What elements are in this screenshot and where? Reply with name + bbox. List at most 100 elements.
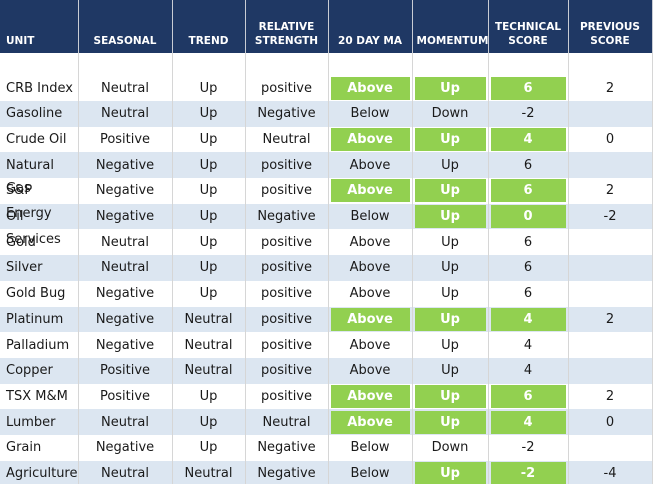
cell-text: Up — [414, 77, 486, 100]
cell-text: Up — [414, 205, 486, 229]
value-cell: 2 — [568, 383, 653, 410]
value-cell: positive — [245, 255, 329, 281]
cell-text: Gasoline — [6, 106, 63, 122]
cell-text: positive — [261, 286, 312, 302]
value-cell: positive — [245, 53, 329, 101]
cell-text: Above — [330, 384, 410, 408]
value-cell: Up — [412, 53, 489, 101]
value-cell: 4 — [488, 332, 569, 358]
cell-text: Up — [414, 384, 486, 408]
value-cell: Up — [412, 126, 489, 153]
unit-cell: Gold Bug — [0, 280, 79, 307]
cell-text: S&P Energy — [6, 183, 52, 222]
cell-text: Above — [349, 363, 391, 379]
value-cell: Above — [328, 126, 413, 153]
value-cell: Neutral — [78, 460, 173, 484]
cell-text: Up — [199, 209, 218, 225]
value-cell: 4 — [488, 409, 569, 435]
cell-text: 4 — [523, 337, 533, 353]
value-cell: positive — [245, 178, 329, 204]
cell-text: Up — [199, 106, 218, 122]
value-cell: 2 — [568, 306, 653, 333]
cell-text: Positive — [99, 363, 151, 379]
cell-text: Negative — [95, 440, 155, 456]
value-cell: Negative — [78, 306, 173, 333]
cell-text — [571, 436, 650, 459]
unit-cell: Gold — [0, 229, 79, 256]
value-cell: Positive — [78, 357, 173, 384]
cell-text: Gold Bug — [6, 286, 66, 302]
cell-text: 4 — [523, 363, 533, 379]
cell-text: Up — [414, 461, 486, 484]
value-cell: 4 — [488, 357, 569, 384]
cell-text — [571, 154, 650, 177]
cell-text: Crude Oil — [6, 132, 67, 148]
cell-text: Up — [199, 414, 218, 430]
cell-text: positive — [261, 337, 312, 353]
value-cell: Below — [328, 203, 413, 230]
column-header: SEASONAL — [78, 0, 173, 53]
unit-cell: Grain — [0, 434, 79, 461]
value-cell: Above — [328, 357, 413, 384]
unit-cell: Gasoline — [0, 101, 79, 127]
value-cell: Up — [172, 409, 246, 435]
cell-text: Neutral — [262, 132, 311, 148]
table-row: Grain Negative Up Negative Below Down -2 — [0, 434, 653, 461]
unit-cell: Natural Gas — [0, 152, 79, 196]
cell-text: Up — [199, 81, 218, 96]
cell-text: Above — [349, 286, 391, 302]
cell-text: Up — [414, 128, 486, 152]
cell-text: Above — [330, 77, 410, 100]
cell-text: Up — [441, 286, 459, 302]
value-cell: Above — [328, 280, 413, 307]
cell-text: -2 — [603, 209, 617, 225]
column-header: UNIT — [0, 0, 79, 53]
value-cell: positive — [245, 306, 329, 333]
value-cell — [568, 152, 653, 179]
unit-cell: Platinum — [0, 306, 79, 333]
value-cell: Negative — [78, 332, 173, 358]
value-cell: Below — [328, 101, 413, 127]
table-row: Gold Neutral Up positive Above Up 6 — [0, 229, 653, 256]
cell-text: Below — [350, 465, 390, 481]
value-cell: Up — [412, 460, 489, 484]
cell-text: Up — [441, 260, 459, 276]
cell-text: Above — [330, 307, 410, 331]
cell-text: Up — [441, 157, 459, 173]
cell-text: Up — [199, 234, 218, 250]
value-cell: 4 — [488, 306, 569, 333]
cell-text: Above — [330, 410, 410, 434]
table-row: Silver Neutral Up positive Above Up 6 — [0, 255, 653, 281]
table-row: Agriculture Neutral Neutral Negative Below Up… — [0, 460, 653, 484]
column-header: RELATIVE STRENGTH — [245, 0, 329, 53]
cell-text: 4 — [490, 128, 566, 152]
unit-cell: Lumber — [0, 409, 79, 435]
value-cell: -2 — [488, 434, 569, 461]
cell-text: Neutral — [101, 260, 149, 276]
cell-text: Up — [199, 260, 218, 276]
table-row: TSX M&M Positive Up positive Above Up 6 2 — [0, 383, 653, 410]
cell-text: Negative — [95, 337, 155, 353]
cell-text — [571, 282, 650, 305]
value-cell: Positive — [78, 126, 173, 153]
cell-text: Neutral — [184, 363, 233, 379]
table-row: S&P Energy Negative Up positive Above Up 6 2 — [0, 178, 653, 222]
table-row: Gasoline Neutral Up Negative Below Down -2 — [0, 101, 653, 127]
value-cell: Up — [172, 152, 246, 179]
table-row: Oil Services Negative Up Negative Below Up 0 -2 — [0, 203, 653, 247]
value-cell: Neutral — [172, 332, 246, 358]
unit-cell: CRB Index — [0, 53, 79, 101]
value-cell: Up — [172, 434, 246, 461]
cell-text: Neutral — [101, 414, 149, 430]
value-cell: Up — [172, 280, 246, 307]
cell-text: TSX M&M — [6, 388, 68, 404]
cell-text: Platinum — [6, 311, 64, 327]
value-cell: Up — [172, 255, 246, 281]
value-cell: 6 — [488, 53, 569, 101]
value-cell — [568, 434, 653, 461]
cell-text: Palladium — [6, 337, 70, 353]
value-cell: Below — [328, 460, 413, 484]
value-cell: Neutral — [78, 255, 173, 281]
cell-text: Silver — [6, 260, 43, 276]
